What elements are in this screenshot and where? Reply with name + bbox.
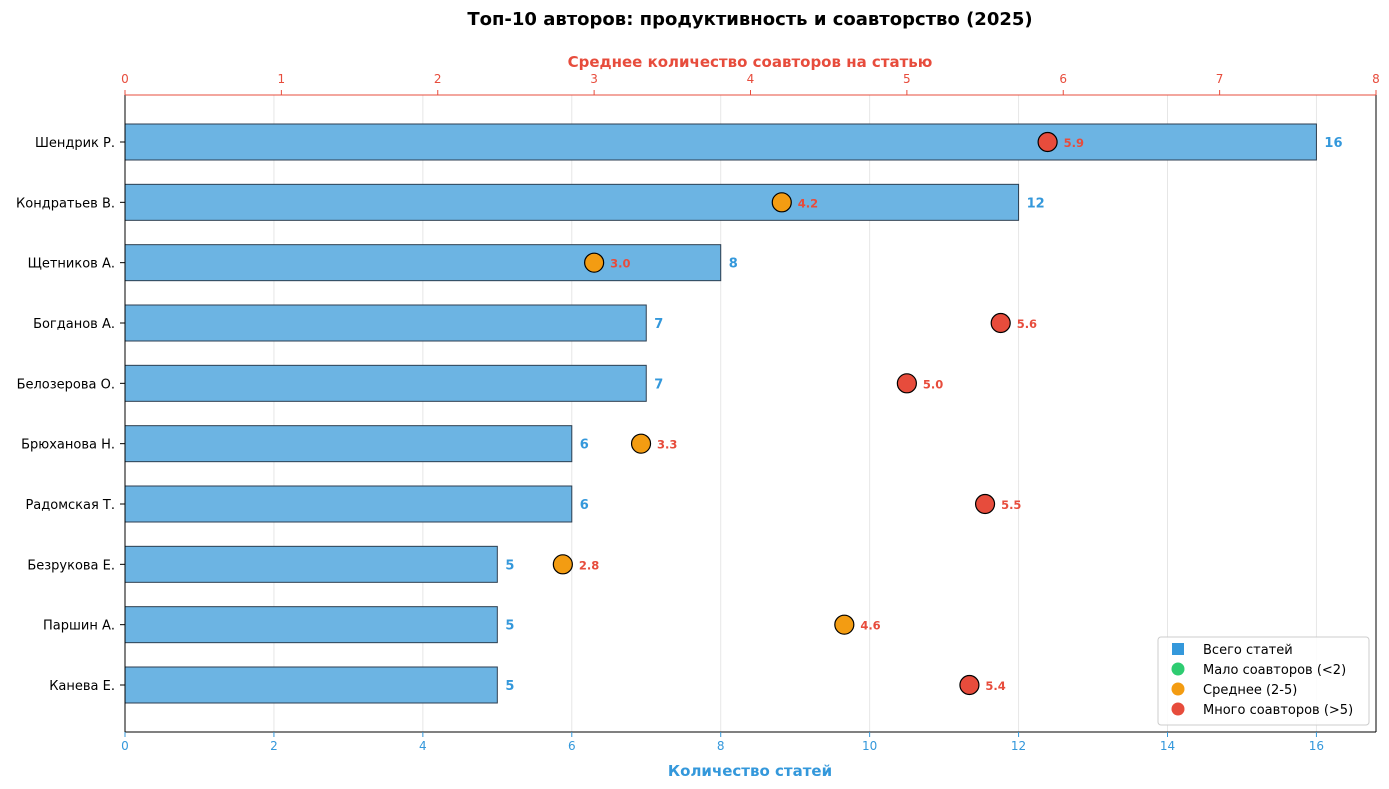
bar-value-label: 12 — [1027, 196, 1045, 211]
category-label: Кондратьев В. — [16, 196, 115, 211]
coauthor-point — [974, 493, 996, 515]
bar — [124, 244, 722, 282]
x-tick-label: 10 — [862, 739, 877, 753]
coauthor-point — [771, 192, 792, 213]
x2-tick-label: 1 — [278, 72, 286, 86]
coauthor-point — [990, 312, 1011, 334]
x2-tick-label: 2 — [434, 72, 442, 86]
x2-tick-label: 3 — [590, 72, 598, 86]
bar — [124, 485, 573, 523]
axes: Шендрик Р. Кондратьев В. Щетников А. Богдан… — [16, 72, 1380, 753]
dots: 5.9 4.2 3.0 5.6 5.0 3.3 5.5 2.8 4.6 5.4 — [552, 131, 1084, 696]
category-label: Радомская Т. — [25, 498, 115, 513]
legend-marker-square — [1172, 643, 1184, 655]
bar — [124, 666, 498, 704]
bar — [124, 364, 647, 402]
bottom-axis-label: Количество статей — [668, 762, 832, 780]
top-axis-label: Среднее количество соавторов на статью — [568, 53, 933, 71]
x-tick-label: 16 — [1309, 739, 1324, 753]
category-label: Щетников А. — [28, 257, 115, 272]
legend-box — [1157, 636, 1370, 726]
coauthor-point — [584, 252, 605, 273]
category-label: Канева Е. — [49, 679, 115, 694]
legend-label: Мало соавторов (<2) — [1203, 663, 1346, 678]
bar — [124, 545, 498, 583]
x2-tick-label: 4 — [747, 72, 755, 86]
coauthor-point — [1037, 131, 1058, 153]
coauthor-point — [630, 433, 652, 454]
bar-value-label: 16 — [1324, 136, 1342, 151]
bar-value-label: 6 — [580, 498, 589, 513]
coauthor-value-label: 5.0 — [923, 377, 943, 391]
x-tick-label: 2 — [270, 739, 278, 753]
coauthor-value-label: 4.2 — [798, 196, 818, 210]
category-label: Брюханова Н. — [21, 438, 115, 453]
coauthor-value-label: 2.8 — [579, 558, 599, 572]
x-tick-label: 0 — [121, 739, 129, 753]
bar-value-label: 5 — [505, 679, 514, 694]
bar-value-label: 8 — [729, 257, 738, 272]
bar-value-label: 6 — [580, 438, 589, 453]
category-label: Белозерова О. — [17, 377, 115, 392]
bar-value-label: 5 — [505, 619, 514, 634]
bars: 16 12 8 7 7 6 6 5 5 5 — [124, 123, 1343, 704]
category-label: Богданов А. — [33, 317, 115, 332]
x2-tick-label: 8 — [1372, 72, 1380, 86]
legend-label: Всего статей — [1203, 643, 1293, 658]
legend-marker-circle — [1171, 682, 1185, 696]
coauthor-point — [834, 614, 855, 635]
coauthor-point — [959, 674, 980, 696]
category-label: Шендрик Р. — [35, 136, 115, 151]
coauthor-value-label: 3.0 — [610, 257, 630, 271]
chart-title: Топ-10 авторов: продуктивность и соавтор… — [467, 9, 1032, 30]
coauthor-value-label: 4.6 — [860, 619, 880, 633]
coauthor-value-label: 5.4 — [985, 679, 1005, 693]
bar — [124, 606, 498, 644]
bar — [124, 183, 1020, 221]
bar — [124, 304, 647, 342]
x-tick-label: 14 — [1160, 739, 1175, 753]
x-tick-label: 8 — [717, 739, 725, 753]
x2-tick-label: 0 — [121, 72, 129, 86]
legend-label: Много соавторов (>5) — [1203, 703, 1353, 718]
legend: Всего статей Мало соавторов (<2) Среднее (… — [1157, 636, 1370, 726]
legend-marker-circle — [1171, 702, 1185, 716]
category-label: Безрукова Е. — [27, 558, 115, 573]
x2-tick-label: 7 — [1216, 72, 1224, 86]
bar-value-label: 5 — [505, 558, 514, 573]
x2-tick-label: 5 — [903, 72, 911, 86]
category-label: Паршин А. — [43, 619, 115, 634]
coauthor-value-label: 5.6 — [1017, 317, 1037, 331]
x-tick-label: 12 — [1011, 739, 1026, 753]
coauthor-point — [552, 554, 573, 575]
coauthor-value-label: 5.9 — [1064, 136, 1084, 150]
bar-value-label: 7 — [654, 377, 663, 392]
legend-label: Среднее (2-5) — [1203, 683, 1297, 698]
x-tick-label: 4 — [419, 739, 427, 753]
x-tick-label: 6 — [568, 739, 576, 753]
bar-value-label: 7 — [654, 317, 663, 332]
bar — [124, 123, 1317, 161]
coauthor-value-label: 3.3 — [657, 438, 677, 452]
bar — [124, 425, 573, 463]
coauthor-point — [896, 373, 917, 394]
x2-tick-label: 6 — [1059, 72, 1067, 86]
coauthor-value-label: 5.5 — [1001, 498, 1021, 512]
legend-marker-circle — [1171, 662, 1185, 676]
